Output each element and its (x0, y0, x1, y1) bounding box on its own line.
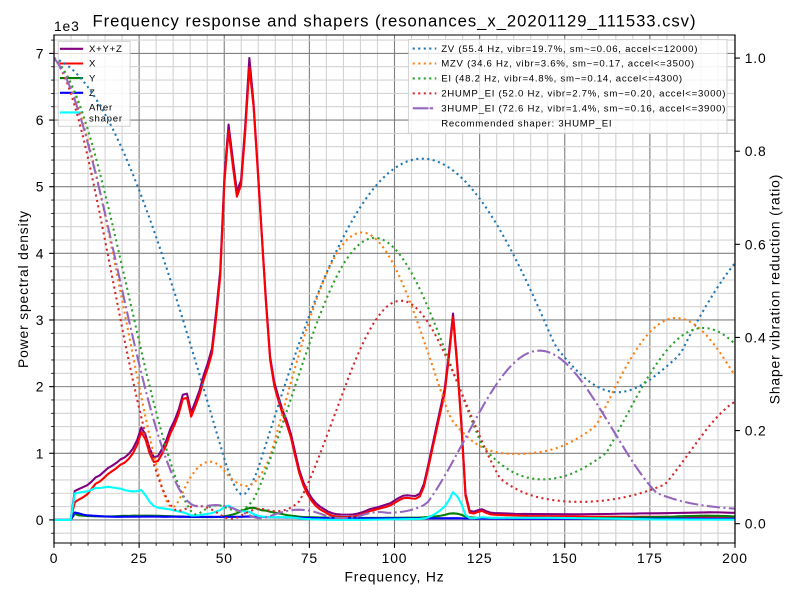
svg-text:Y: Y (89, 73, 96, 84)
svg-text:EI (48.2 Hz, vibr=4.8%, sm~=0.: EI (48.2 Hz, vibr=4.8%, sm~=0.14, accel<… (441, 74, 683, 85)
svg-text:0.6: 0.6 (745, 236, 767, 252)
svg-text:0.4: 0.4 (745, 329, 767, 345)
svg-text:ZV (55.4 Hz, vibr=19.7%, sm~=0: ZV (55.4 Hz, vibr=19.7%, sm~=0.06, accel… (441, 44, 698, 55)
svg-text:5: 5 (36, 179, 45, 195)
svg-text:3HUMP_EI (72.6 Hz, vibr=1.4%,: 3HUMP_EI (72.6 Hz, vibr=1.4%, sm~=0.16, … (441, 103, 726, 114)
svg-text:Power spectral density: Power spectral density (15, 210, 31, 368)
svg-text:50: 50 (216, 550, 233, 566)
svg-text:0: 0 (36, 512, 45, 528)
svg-text:7: 7 (36, 45, 45, 61)
svg-text:MZV (34.6 Hz, vibr=3.6%, sm~=0: MZV (34.6 Hz, vibr=3.6%, sm~=0.17, accel… (441, 59, 695, 70)
svg-text:100: 100 (382, 550, 408, 566)
svg-text:Z: Z (89, 88, 96, 99)
svg-text:150: 150 (552, 550, 578, 566)
svg-text:125: 125 (467, 550, 493, 566)
svg-text:0: 0 (50, 550, 59, 566)
svg-text:0.0: 0.0 (745, 516, 767, 532)
svg-text:Frequency response and shapers: Frequency response and shapers (resonanc… (93, 12, 697, 31)
svg-text:0.8: 0.8 (745, 143, 767, 159)
svg-text:X+Y+Z: X+Y+Z (89, 44, 123, 55)
svg-text:1e3: 1e3 (54, 18, 80, 34)
svg-text:Recommended shaper: 3HUMP_EI: Recommended shaper: 3HUMP_EI (441, 118, 612, 129)
svg-text:4: 4 (36, 245, 45, 261)
svg-text:200: 200 (722, 550, 748, 566)
svg-text:shaper: shaper (89, 114, 123, 125)
svg-text:25: 25 (131, 550, 148, 566)
svg-text:0.2: 0.2 (745, 423, 767, 439)
svg-text:1: 1 (36, 445, 45, 461)
svg-text:6: 6 (36, 112, 45, 128)
svg-text:Frequency, Hz: Frequency, Hz (344, 568, 444, 584)
svg-text:3: 3 (36, 312, 45, 328)
svg-text:X: X (89, 59, 96, 70)
svg-text:Shaper vibration reduction (ra: Shaper vibration reduction (ratio) (767, 174, 783, 404)
svg-text:175: 175 (637, 550, 663, 566)
svg-text:2HUMP_EI (52.0 Hz, vibr=2.7%,: 2HUMP_EI (52.0 Hz, vibr=2.7%, sm~=0.20, … (441, 89, 726, 100)
svg-text:After: After (89, 103, 113, 114)
svg-text:1.0: 1.0 (745, 50, 767, 66)
svg-text:2: 2 (36, 379, 45, 395)
svg-text:75: 75 (301, 550, 318, 566)
